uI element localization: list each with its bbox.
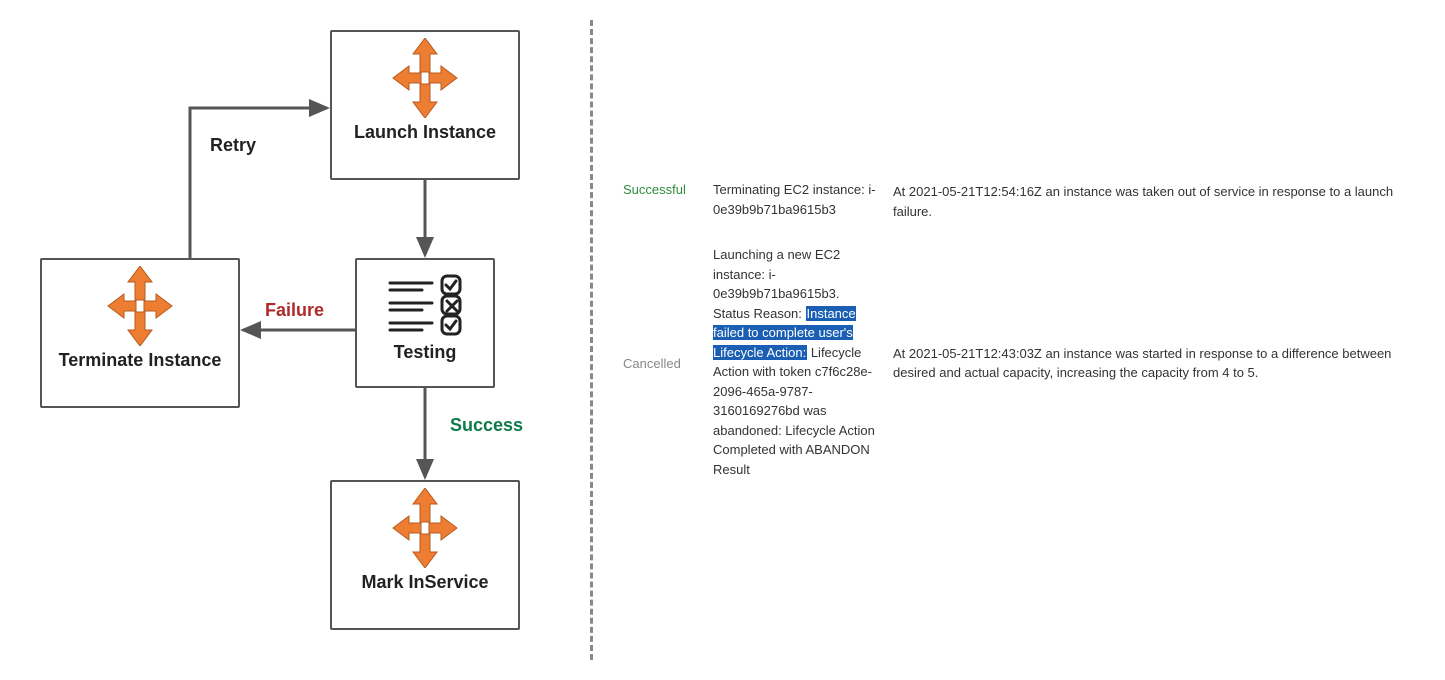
- node-label: Testing: [357, 338, 493, 367]
- log-detail: At 2021-05-21T12:54:16Z an instance was …: [893, 180, 1425, 221]
- aws-arrows-icon: [375, 38, 475, 118]
- log-desc-post: Lifecycle Action with token c7f6c28e-209…: [713, 345, 875, 477]
- node-label: Launch Instance: [332, 118, 518, 147]
- log-description: Terminating EC2 instance: i-0e39b9b71ba9…: [713, 180, 893, 221]
- edge-label-retry: Retry: [210, 135, 256, 156]
- log-row: Cancelled Launching a new EC2 instance: …: [623, 245, 1425, 479]
- log-detail: At 2021-05-21T12:43:03Z an instance was …: [893, 342, 1425, 383]
- log-row: Successful Terminating EC2 instance: i-0…: [623, 180, 1425, 221]
- checklist-icon: [380, 268, 470, 338]
- node-label: Mark InService: [332, 568, 518, 597]
- node-testing: Testing: [355, 258, 495, 388]
- flowchart-panel: Launch Instance: [0, 0, 590, 680]
- aws-arrows-icon: [375, 488, 475, 568]
- log-status-badge: Cancelled: [623, 354, 713, 371]
- root: Launch Instance: [0, 0, 1445, 680]
- node-label: Terminate Instance: [42, 346, 238, 375]
- edge-terminate-launch: [190, 108, 327, 258]
- node-terminate-instance: Terminate Instance: [40, 258, 240, 408]
- log-description: Launching a new EC2 instance: i-0e39b9b7…: [713, 245, 893, 479]
- edge-label-success: Success: [450, 415, 523, 436]
- activity-log-panel: Successful Terminating EC2 instance: i-0…: [593, 0, 1445, 680]
- aws-arrows-icon: [90, 266, 190, 346]
- edge-label-failure: Failure: [265, 300, 324, 321]
- node-mark-inservice: Mark InService: [330, 480, 520, 630]
- node-launch-instance: Launch Instance: [330, 30, 520, 180]
- log-status-badge: Successful: [623, 180, 713, 221]
